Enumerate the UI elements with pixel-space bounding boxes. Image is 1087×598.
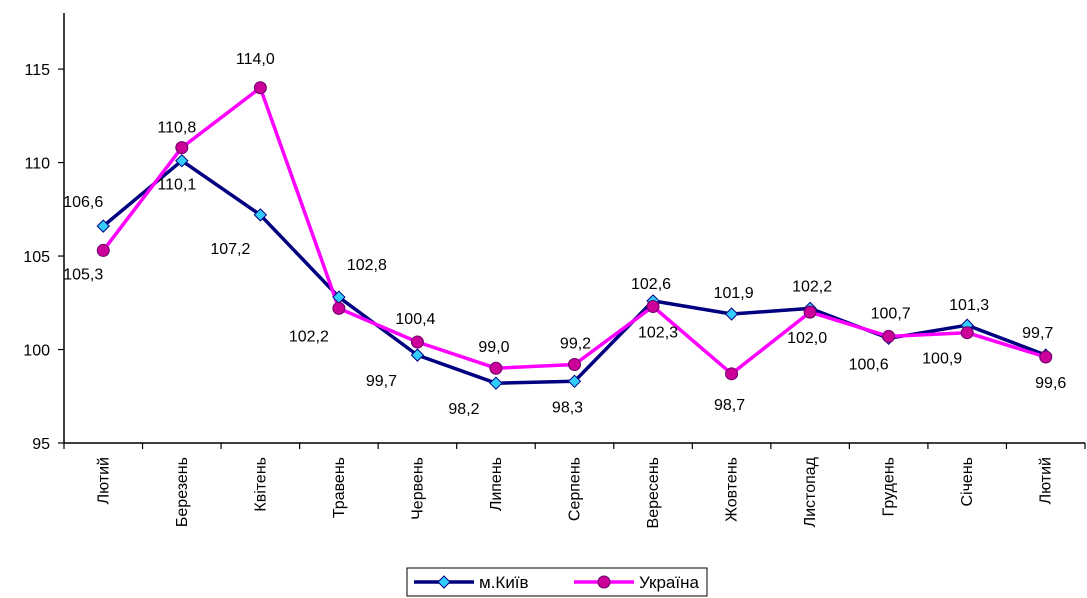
data-point-ukraine [568,357,581,371]
y-tick-label: 105 [23,249,50,266]
x-category-label: Червень [409,457,426,520]
data-point-kyiv [489,376,503,390]
x-category-label: Жовтень [724,457,741,522]
data-label-ukraine: 99,0 [478,339,509,356]
data-point-ukraine [96,243,110,257]
data-point-ukraine [253,81,267,95]
data-label-ukraine: 102,3 [638,325,678,342]
data-label-kyiv: 101,3 [949,297,989,314]
data-label-kyiv: 99,7 [1022,325,1053,342]
legend: м.Київ Україна [406,567,708,597]
data-label-kyiv: 98,3 [552,399,583,416]
data-label-kyiv: 106,6 [63,194,103,211]
data-point-ukraine [1039,350,1053,364]
data-label-kyiv: 102,8 [347,257,387,274]
data-labels: 106,6 110,1 107,2 102,8 99,7 98,2 98,3 102,6 101… [63,51,1066,418]
y-tick-label: 115 [24,62,50,79]
data-label-kyiv: 101,9 [714,285,754,302]
x-category-label: Травень [331,457,348,518]
x-category-label: Березень [174,457,191,527]
data-point-ukraine [489,361,503,375]
legend-box [406,567,708,597]
x-category-label: Вересень [645,457,662,528]
data-label-ukraine: 99,6 [1035,375,1066,392]
data-label-ukraine: 98,7 [714,397,745,414]
data-label-ukraine: 110,8 [157,120,196,137]
data-label-kyiv: 102,6 [631,276,671,293]
x-category-label: Лютий [95,457,112,504]
x-category-label: Грудень [881,457,898,516]
y-tick-label: 110 [24,156,50,173]
data-point-kyiv [175,153,189,168]
axes [63,13,1085,444]
data-point-kyiv [724,307,739,321]
series-markers [96,81,1053,390]
x-category-label: Січень [959,457,976,507]
data-label-kyiv: 100,6 [849,356,889,373]
legend-label-ukraine: Україна [639,573,699,592]
x-category-label: Липень [488,457,505,511]
data-point-ukraine [646,300,660,314]
data-label-ukraine: 99,2 [560,335,591,352]
legend-swatch-ukraine-marker [597,575,611,589]
data-label-ukraine: 100,9 [922,351,962,368]
x-category-label: Лютий [1038,457,1055,504]
data-label-kyiv: 98,2 [448,401,479,418]
data-point-kyiv [96,219,110,233]
data-point-kyiv [567,374,582,389]
data-label-ukraine: 100,4 [395,311,435,328]
data-label-kyiv: 102,2 [792,278,832,295]
data-point-ukraine [725,367,739,381]
data-label-kyiv: 110,1 [157,177,196,194]
data-point-ukraine [960,326,974,340]
series-line-ukraine [101,86,1047,376]
x-axis-labels: Лютий Березень Квітень Травень Червень Липень… [63,443,1086,528]
data-label-kyiv: 99,7 [366,373,397,390]
data-point-ukraine [882,329,896,343]
data-label-ukraine: 114,0 [236,51,275,68]
y-tick-label: 100 [23,343,50,360]
data-point-ukraine [803,305,817,319]
data-label-ukraine: 102,0 [787,330,827,347]
legend-label-kyiv: м.Київ [479,573,529,592]
data-label-ukraine: 105,3 [63,266,103,283]
data-point-ukraine [332,301,346,315]
data-point-kyiv [410,348,425,362]
data-label-ukraine: 100,7 [871,305,911,322]
data-label-kyiv: 107,2 [210,241,250,258]
y-tick-label: 95 [32,436,50,453]
x-category-label: Серпень [567,457,584,521]
data-point-ukraine [410,335,424,349]
data-label-ukraine: 102,2 [289,328,329,345]
y-axis-ticks: 95 100 105 110 115 [23,62,64,453]
x-category-label: Квітень [252,457,269,512]
legend-swatch-kyiv-marker [437,575,451,589]
x-category-label: Листопад [802,456,819,527]
data-point-ukraine [175,141,189,155]
data-point-kyiv [253,208,268,222]
